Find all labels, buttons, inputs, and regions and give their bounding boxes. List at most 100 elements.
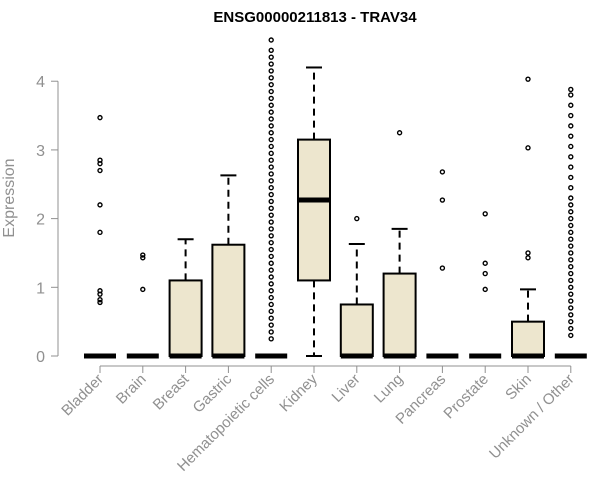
x-tick-label: Brain [113,371,150,408]
outlier-point [568,164,574,170]
outlier-point [568,143,574,150]
outlier-point [268,143,274,150]
box-body [168,279,203,357]
y-axis-label: Expression [1,158,18,237]
outlier-point [97,167,103,174]
outlier-point [268,198,274,205]
outlier-point [268,219,274,225]
outlier-point [525,145,531,151]
outlier-point [568,215,574,222]
y-tick-label: 1 [36,280,45,297]
outlier-point [268,288,274,294]
box-group [126,252,159,359]
outlier-point [568,332,574,339]
outlier-point [268,75,274,81]
box-group [84,114,116,359]
boxes-layer [84,37,587,359]
outlier-point [140,286,146,293]
outlier-point [568,250,574,256]
outlier-point [568,284,574,291]
outlier-point [97,229,103,236]
box-group [554,86,587,359]
outlier-point [268,171,274,177]
outlier-point [568,133,574,139]
outlier-point [568,154,574,160]
outlier-point [568,184,574,191]
outlier-point [268,308,274,315]
outlier-point [268,130,274,136]
outlier-point [568,312,574,318]
outlier-point [140,255,146,261]
outlier-point [268,274,274,280]
box-body [382,272,417,357]
outlier-point [568,112,574,119]
outlier-point [268,281,274,287]
outlier-point [268,191,274,198]
outlier-point [97,296,103,303]
box-group [211,174,246,359]
outlier-point [525,250,531,256]
outlier-point [268,239,274,246]
outlier-point [268,123,274,129]
outlier-point [268,102,274,108]
outlier-point [439,169,446,175]
outlier-point [268,205,274,212]
outlier-point [568,257,574,263]
outlier-point [568,229,574,236]
y-tick-label: 3 [36,143,45,160]
box-group [168,238,203,359]
outlier-point [268,157,274,163]
outlier-point [268,322,274,328]
box-body [297,138,331,282]
outlier-point [439,197,446,203]
outlier-point [97,202,103,208]
outlier-point [568,270,574,277]
box-group [297,66,331,357]
outlier-point [97,114,103,121]
y-tick-label: 0 [36,349,45,366]
box-group [339,215,374,359]
outlier-point [568,123,574,129]
outlier-point [268,329,274,335]
outlier-point [268,47,274,54]
outlier-point [268,95,274,102]
outlier-point [482,211,488,217]
box-group [255,37,288,359]
outlier-point [268,81,274,88]
x-tick-label: Prostate [440,371,492,423]
box-group [426,169,459,359]
outlier-point [268,109,274,115]
outlier-point [268,136,274,143]
outlier-point [568,298,574,304]
outlier-point [97,288,103,294]
outlier-point [568,222,574,229]
outlier-point [482,260,488,266]
chart-title: ENSG00000211813 - TRAV34 [213,9,417,26]
outlier-point [268,226,274,232]
outlier-point [354,215,360,222]
outlier-point [268,246,274,253]
box-group [469,211,502,359]
outlier-point [268,164,274,170]
outlier-point [568,263,574,270]
outlier-point [268,233,274,239]
outlier-point [268,88,274,95]
outlier-point [268,212,274,218]
x-tick-label: Breast [150,370,193,413]
outlier-point [97,299,103,306]
outlier-point [268,116,274,122]
outlier-point [568,277,574,284]
outlier-point [568,86,574,93]
outlier-point [268,260,274,266]
outlier-point [268,294,274,301]
x-tick-label: Kidney [276,370,321,415]
outlier-point [268,253,274,260]
outlier-point [482,286,488,293]
x-tick-label: Liver [329,371,364,406]
outlier-point [140,252,146,258]
outlier-point [568,325,574,332]
box-group [382,130,417,359]
outlier-point [268,150,274,157]
x-tick-label: Bladder [58,371,107,420]
outlier-point [568,318,574,325]
